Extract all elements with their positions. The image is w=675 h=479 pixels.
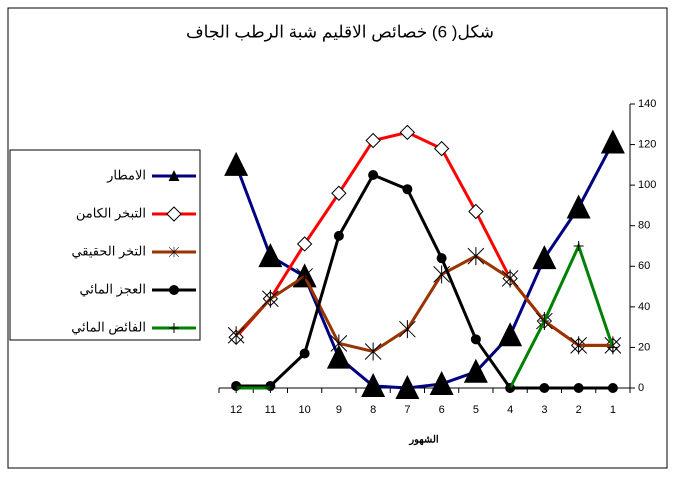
y-tick-label: 40 [638, 301, 650, 313]
legend-label: الامطار [106, 167, 146, 183]
circle-marker [368, 170, 379, 180]
diamond-marker [365, 132, 381, 149]
x-tick-label: 1 [610, 404, 616, 416]
asterisk-marker [501, 269, 519, 288]
triangle-marker [361, 372, 386, 397]
series-line [234, 141, 615, 390]
triangle-marker [600, 129, 625, 154]
plus-marker [607, 342, 618, 353]
asterisk-marker [364, 342, 382, 361]
diamond-marker [433, 140, 450, 157]
circle-marker [573, 383, 584, 393]
circle-marker [333, 230, 344, 241]
series-line [236, 241, 615, 390]
legend-label: التخر الحقيقي [71, 243, 146, 259]
legend-label: الفائض المائي [71, 319, 146, 335]
circle-marker [470, 334, 481, 345]
circle-marker [169, 285, 179, 295]
x-tick-label: 8 [370, 404, 376, 416]
y-tick-label: 100 [638, 179, 656, 191]
legend-label: التبخر الكامن [76, 205, 146, 221]
circle-marker [299, 348, 310, 359]
plus-marker [231, 383, 242, 393]
asterisk-marker [168, 246, 180, 258]
circle-marker [607, 383, 618, 393]
x-tick-label: 11 [265, 404, 276, 416]
x-axis-label: الشهور [408, 435, 439, 446]
diamond-marker [296, 236, 313, 252]
circle-marker [436, 253, 447, 264]
circle-marker [402, 184, 413, 195]
y-tick-label: 140 [638, 98, 656, 110]
chart-title: شكل( 6) خصائص الاقليم شبة الرطب الجاف [186, 22, 494, 42]
asterisk-marker [570, 336, 587, 355]
plus-marker [505, 383, 516, 393]
x-tick-label: 10 [299, 404, 311, 416]
plus-marker [573, 241, 584, 251]
asterisk-marker [262, 289, 279, 308]
triangle-marker [566, 194, 591, 219]
plus-marker [539, 316, 550, 327]
x-tick-label: 3 [541, 404, 547, 416]
triangle-marker [463, 358, 488, 383]
asterisk-marker [467, 247, 485, 266]
legend-box [9, 149, 201, 341]
x-tick-label: 7 [404, 404, 410, 416]
x-tick-label: 6 [439, 404, 445, 416]
diamond-marker [399, 124, 416, 141]
x-tick-label: 9 [336, 404, 342, 416]
asterisk-marker [227, 326, 245, 345]
legend-label: العجز المائي [79, 281, 146, 297]
asterisk-marker [296, 267, 313, 286]
diamond-marker [331, 185, 347, 201]
plus-marker [265, 383, 276, 393]
y-tick-label: 20 [638, 341, 650, 353]
triangle-marker [168, 170, 180, 181]
circle-marker [539, 383, 550, 393]
triangle-marker [224, 151, 249, 176]
y-tick-label: 0 [638, 382, 644, 394]
asterisk-marker [399, 320, 416, 339]
asterisk-marker [330, 334, 348, 353]
x-tick-label: 2 [576, 404, 582, 416]
triangle-marker [429, 370, 454, 395]
series-line [236, 173, 613, 390]
y-tick-label: 120 [638, 138, 656, 150]
triangle-marker [498, 322, 523, 347]
x-tick-label: 4 [507, 404, 513, 416]
diamond-marker [468, 203, 484, 220]
triangle-marker [326, 344, 351, 369]
plus-marker [169, 323, 179, 333]
triangle-marker [532, 245, 557, 270]
diamond-marker [166, 206, 182, 222]
series-line [235, 254, 613, 354]
x-tick-label: 5 [473, 404, 479, 416]
x-tick-label: 12 [230, 404, 242, 416]
y-tick-label: 80 [638, 220, 650, 232]
y-tick-label: 60 [638, 260, 650, 272]
triangle-marker [395, 375, 420, 399]
triangle-marker [258, 243, 283, 268]
